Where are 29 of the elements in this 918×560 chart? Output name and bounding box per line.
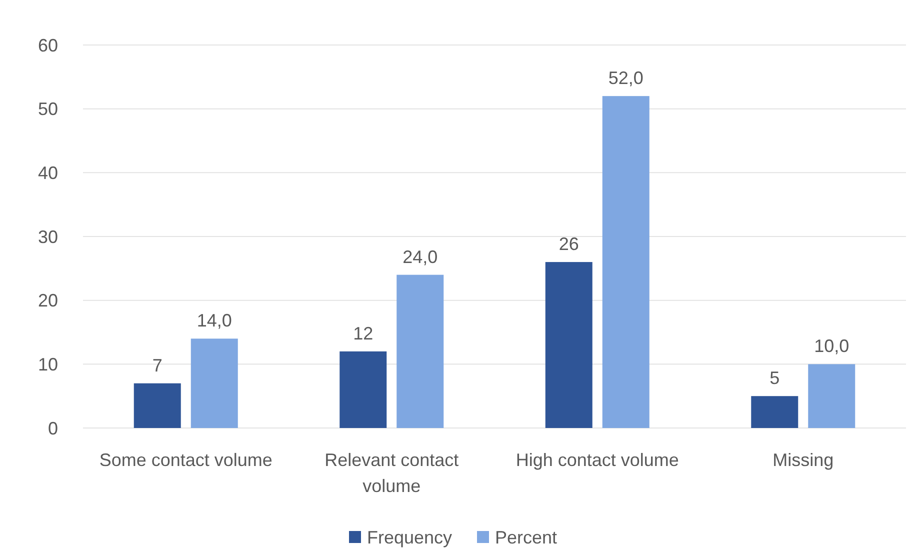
bar bbox=[602, 96, 650, 428]
bar bbox=[545, 262, 592, 428]
y-tick-label: 60 bbox=[38, 35, 58, 56]
data-label: 26 bbox=[558, 234, 579, 254]
y-tick-label: 0 bbox=[48, 418, 58, 438]
x-tick-label: Missing bbox=[772, 450, 834, 470]
bar bbox=[134, 383, 181, 428]
y-tick-label: 30 bbox=[38, 226, 58, 247]
data-label: 14,0 bbox=[196, 310, 232, 331]
data-label: 7 bbox=[152, 355, 162, 376]
legend-label: Percent bbox=[495, 527, 558, 548]
legend-label: Frequency bbox=[367, 527, 452, 548]
y-tick-label: 20 bbox=[38, 290, 58, 311]
y-tick-label: 50 bbox=[38, 99, 58, 120]
data-label: 52,0 bbox=[608, 68, 644, 88]
data-label: 10,0 bbox=[814, 336, 850, 356]
bar bbox=[340, 351, 387, 428]
bar bbox=[751, 396, 798, 428]
y-tick-label: 40 bbox=[38, 162, 58, 183]
data-label: 12 bbox=[353, 323, 374, 344]
data-label: 5 bbox=[770, 368, 780, 388]
x-tick-label: Some contact volume bbox=[99, 450, 272, 470]
y-tick-label: 10 bbox=[38, 354, 58, 374]
data-label: 24,0 bbox=[402, 246, 438, 267]
x-tick-label: Relevant contact volume bbox=[324, 450, 459, 496]
x-tick-label: High contact volume bbox=[516, 450, 679, 470]
bar bbox=[396, 274, 444, 428]
bar bbox=[190, 338, 238, 428]
bar bbox=[808, 364, 856, 428]
